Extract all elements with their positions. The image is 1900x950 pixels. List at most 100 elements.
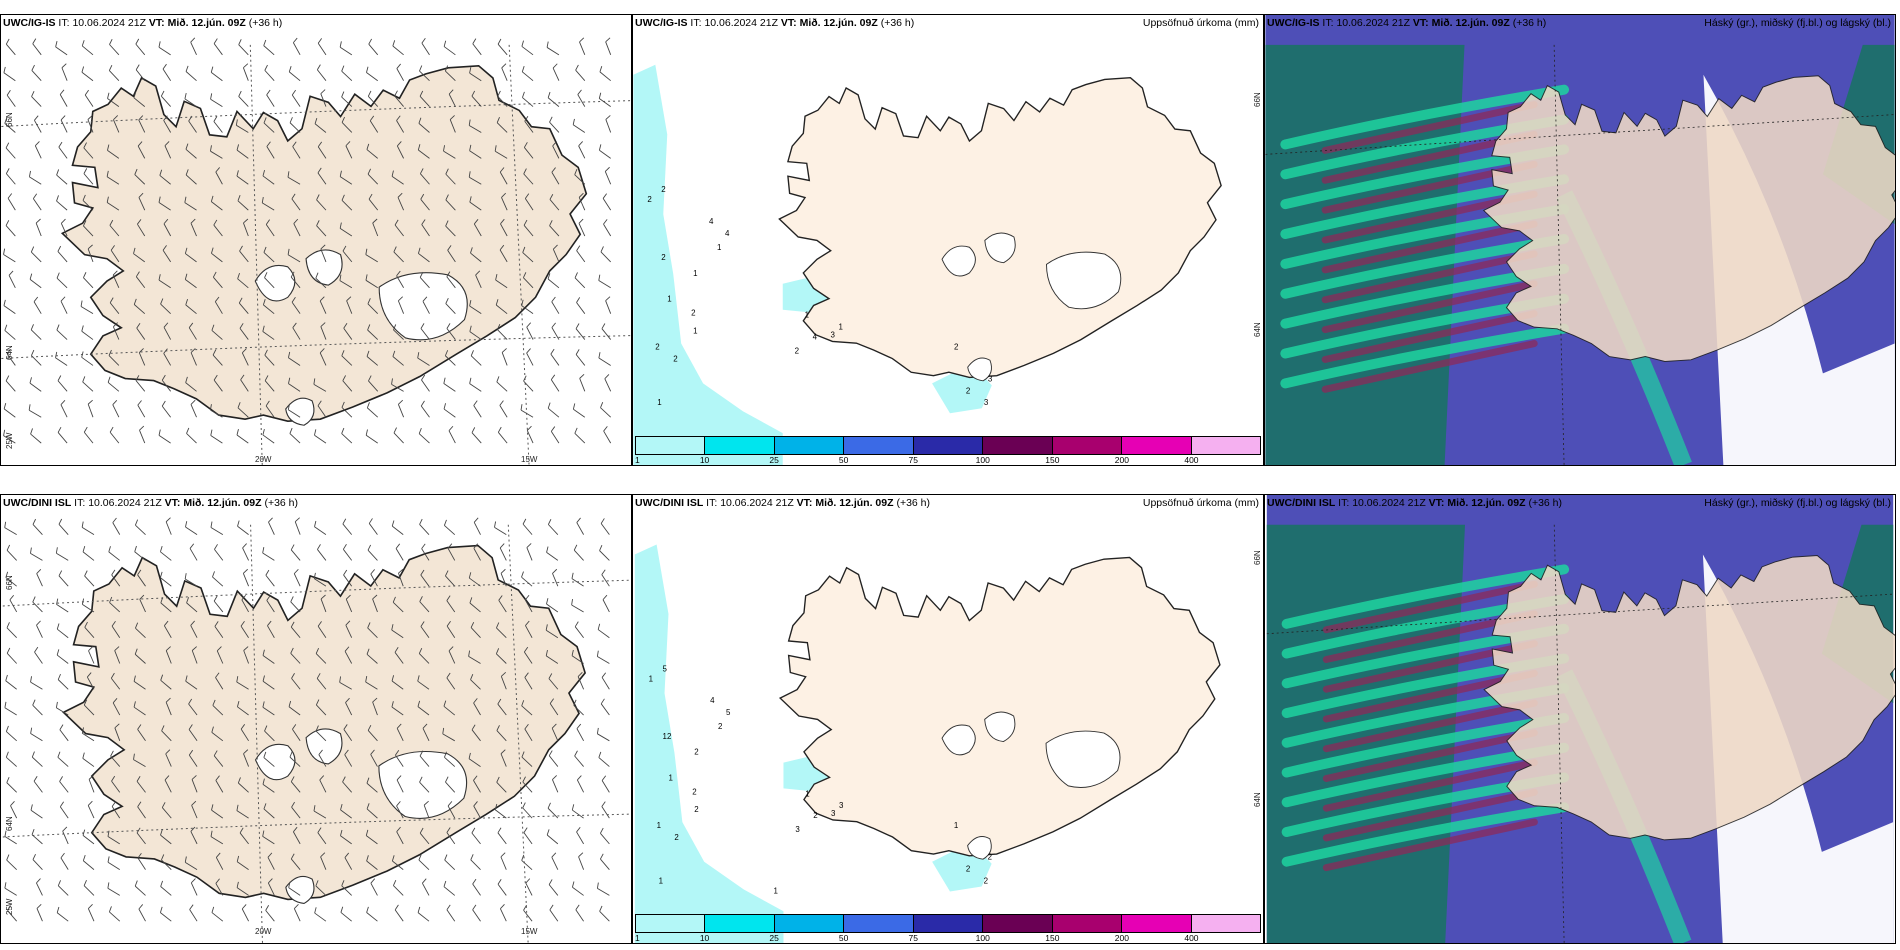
- wind-barb: [499, 904, 507, 922]
- glacier-outline: [984, 711, 1016, 743]
- wind-barb: [185, 675, 198, 690]
- wind-barb: [366, 777, 378, 793]
- wind-barb: [84, 570, 95, 587]
- wind-barb: [315, 272, 327, 289]
- wind-barb: [30, 428, 42, 444]
- wind-barb: [83, 880, 95, 896]
- wind-barb: [241, 594, 249, 613]
- wind-barb: [111, 801, 121, 819]
- wind-barb: [161, 854, 172, 870]
- wind-barb: [138, 904, 146, 922]
- glacier-outline: [984, 232, 1016, 264]
- wind-barb: [501, 63, 508, 81]
- wind-barb: [235, 119, 249, 133]
- wind-barb: [211, 804, 224, 819]
- wind-barb: [600, 827, 610, 845]
- convective-band: [1322, 818, 1538, 872]
- wind-barb: [395, 749, 404, 767]
- wind-barb: [292, 141, 301, 159]
- wind-barb: [81, 325, 94, 340]
- wind-barb: [30, 804, 43, 819]
- wind-barb: [391, 624, 404, 639]
- wind-barb: [500, 852, 507, 870]
- wind-barb: [340, 803, 352, 819]
- wind-barb: [345, 141, 353, 159]
- wind-barb: [110, 672, 121, 690]
- wind-barb: [500, 218, 508, 237]
- wind-barb: [551, 852, 559, 870]
- wind-barb: [34, 115, 42, 133]
- wind-barb: [473, 775, 481, 793]
- wind-barb: [159, 169, 171, 185]
- legend-swatch: [636, 915, 706, 932]
- precip-value-label: 1: [693, 327, 698, 336]
- wind-barb: [185, 65, 197, 82]
- wind-barb: [109, 219, 120, 237]
- precip-value-label: 1: [668, 773, 673, 782]
- wind-barb: [291, 297, 301, 314]
- precip-value-label: 4: [710, 696, 715, 705]
- lat-label-64: 64N: [1253, 322, 1262, 337]
- wind-barb: [6, 90, 16, 107]
- wind-barb: [211, 324, 223, 340]
- wind-barb: [165, 646, 172, 664]
- wind-barb: [341, 65, 353, 82]
- wind-barb: [287, 171, 301, 185]
- wind-barb: [343, 569, 353, 587]
- wind-barb: [345, 594, 353, 613]
- wind-barb: [577, 672, 585, 690]
- wind-barb: [261, 196, 275, 211]
- wind-barb: [190, 348, 197, 366]
- wind-barb: [83, 168, 94, 185]
- wind-barb: [526, 425, 534, 444]
- legend-swatch: [844, 437, 914, 454]
- wind-barb: [106, 196, 120, 211]
- graticule: [1553, 44, 1565, 465]
- precip-value-label: 1: [774, 886, 779, 895]
- wind-barb: [158, 274, 171, 289]
- wind-barb: [546, 829, 559, 845]
- wind-barb: [10, 800, 18, 819]
- wind-barb: [343, 322, 353, 340]
- wind-barb: [443, 40, 456, 56]
- wind-barb: [160, 829, 172, 845]
- wind-barb: [419, 750, 430, 767]
- precip-value-label: 2: [984, 877, 988, 886]
- wind-barb: [368, 375, 379, 392]
- wind-barb: [370, 878, 378, 896]
- precip-value-label: 1: [805, 311, 810, 320]
- wind-barb: [215, 878, 224, 896]
- wind-barb: [420, 193, 430, 211]
- wind-barb: [264, 725, 275, 742]
- wind-barb: [600, 401, 611, 418]
- wind-barb: [419, 776, 430, 793]
- wind-barb: [496, 376, 508, 392]
- precip-value-label: 2: [661, 185, 666, 194]
- wind-barb: [29, 273, 42, 289]
- wind-barb: [165, 697, 172, 716]
- wind-barb: [190, 878, 198, 896]
- wind-barb: [84, 89, 94, 107]
- wind-barb: [546, 41, 560, 56]
- wind-barb: [496, 725, 507, 742]
- wind-barb: [134, 648, 146, 664]
- glacier-outline: [285, 397, 315, 426]
- wind-barb: [391, 675, 404, 690]
- precip-area-west: [634, 544, 784, 943]
- wind-barb: [552, 244, 560, 263]
- wind-barb: [422, 296, 430, 314]
- wind-barb: [470, 673, 481, 690]
- wind-barb: [366, 350, 379, 366]
- wind-barb: [470, 247, 482, 263]
- wind-barb: [341, 350, 353, 366]
- wind-barb: [266, 141, 275, 159]
- wind-barb: [263, 39, 275, 56]
- wind-barb: [161, 725, 172, 742]
- wind-barb: [262, 701, 275, 716]
- wind-barb: [212, 699, 224, 716]
- wind-barb: [320, 89, 327, 107]
- wind-barb: [524, 115, 534, 133]
- wind-barb: [55, 351, 68, 366]
- wind-barb: [521, 571, 533, 587]
- wind-barb: [521, 299, 534, 315]
